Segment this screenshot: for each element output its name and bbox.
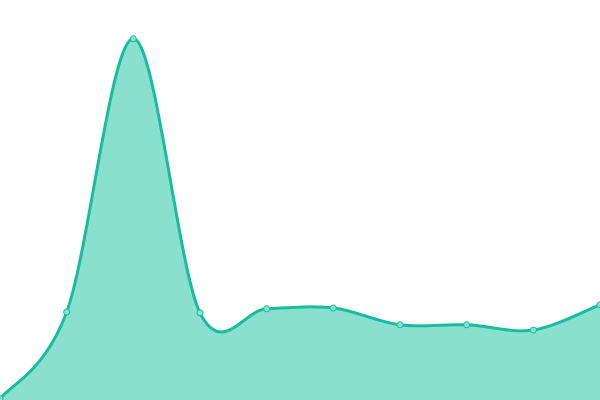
data-point-1 (63, 308, 71, 316)
area-fill (0, 38, 600, 400)
data-markers (0, 35, 600, 400)
data-point-6 (396, 321, 404, 329)
data-point-0 (0, 395, 4, 400)
data-point-3 (196, 309, 204, 317)
data-point-5 (329, 304, 337, 312)
data-point-7 (463, 321, 471, 329)
data-point-4 (263, 305, 271, 313)
data-point-2 (129, 35, 137, 43)
series-line (0, 37, 600, 400)
data-point-8 (529, 326, 537, 334)
data-point-9 (596, 301, 600, 309)
